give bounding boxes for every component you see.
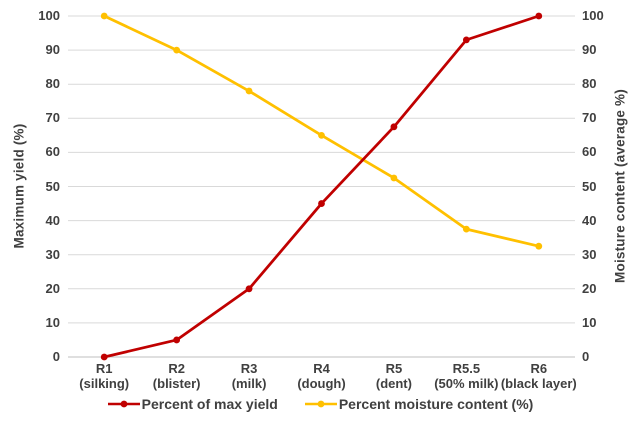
x-tick-stage-name: (dough): [297, 375, 346, 391]
left-y-tick-label: 60: [45, 144, 60, 160]
data-point-series-0: [535, 12, 543, 20]
x-tick-stage: R5: [385, 361, 403, 376]
right-y-tick-label: 10: [582, 314, 597, 330]
data-point-series-1: [173, 46, 181, 54]
right-y-tick-label: 100: [582, 8, 604, 23]
right-y-tick-label: 70: [582, 110, 597, 126]
right-y-tick-label: 40: [582, 212, 597, 228]
data-point-series-1: [535, 242, 543, 250]
data-point-series-1: [390, 174, 398, 182]
data-point-series-0: [318, 200, 325, 207]
legend: Percent of max yield Percent moisture co…: [0, 396, 640, 412]
legend-label-moisture: Percent moisture content (%): [338, 396, 534, 412]
data-point-series-0: [462, 36, 470, 44]
x-tick-stage-name: (blister): [152, 375, 201, 391]
left-y-tick-label: 70: [45, 110, 60, 126]
x-tick-label: R1 (silking): [79, 361, 130, 391]
legend-item-max-yield: Percent of max yield: [107, 396, 278, 412]
x-tick-stage: R4: [313, 361, 330, 376]
right-y-tick-label: 50: [582, 178, 597, 194]
data-point-series-1: [245, 87, 253, 95]
x-tick-stage: R6: [530, 361, 548, 376]
x-tick-stage-name: (dent): [375, 375, 412, 391]
data-point-series-1: [462, 225, 470, 233]
data-point-series-0: [390, 123, 398, 131]
legend-line-marker-icon: [107, 398, 141, 410]
right-y-tick-label: 90: [582, 42, 597, 58]
left-y-tick-label: 10: [45, 314, 60, 330]
x-tick-stage: R3: [240, 361, 258, 376]
x-tick-stage: R2: [168, 361, 185, 376]
x-tick-label: R4 (dough): [297, 361, 346, 391]
left-y-tick-label: 40: [45, 212, 60, 228]
legend-item-moisture: Percent moisture content (%): [304, 396, 533, 412]
x-tick-stage: R5.5: [452, 361, 481, 376]
right-y-tick-label: 80: [582, 76, 597, 92]
x-tick-stage-name: (black layer): [500, 375, 577, 391]
x-tick-stage-name: (silking): [79, 375, 130, 391]
x-tick-stage-name: (50% milk): [434, 375, 499, 391]
data-point-series-0: [245, 285, 253, 293]
x-tick-label: R3 (milk): [231, 361, 267, 391]
left-y-tick-label: 0: [52, 349, 60, 364]
right-y-tick-label: 60: [582, 144, 597, 160]
left-y-tick-label: 90: [45, 42, 60, 58]
x-tick-label: R5.5 (50% milk): [434, 361, 499, 391]
x-tick-label: R6 (black layer): [500, 361, 577, 391]
data-point-series-0: [100, 353, 108, 361]
right-y-tick-label: 0: [582, 349, 590, 364]
right-y-tick-label: 20: [582, 280, 597, 296]
left-y-tick-label: 20: [45, 280, 60, 296]
left-y-tick-label: 30: [45, 246, 60, 262]
x-tick-label: R5 (dent): [375, 361, 412, 391]
left-y-tick-label: 80: [45, 76, 60, 92]
right-y-tick-label: 30: [582, 246, 597, 262]
data-point-series-1: [100, 12, 108, 20]
x-tick-label: R2 (blister): [152, 361, 201, 391]
legend-label-max-yield: Percent of max yield: [141, 396, 278, 412]
left-y-tick-label: 50: [45, 178, 60, 194]
left-y-tick-label: 100: [38, 8, 60, 23]
x-tick-stage: R1: [95, 361, 113, 376]
x-tick-stage-name: (milk): [231, 375, 267, 391]
legend-line-marker-icon: [304, 398, 338, 410]
data-point-series-1: [318, 131, 325, 139]
data-point-series-0: [173, 336, 181, 344]
